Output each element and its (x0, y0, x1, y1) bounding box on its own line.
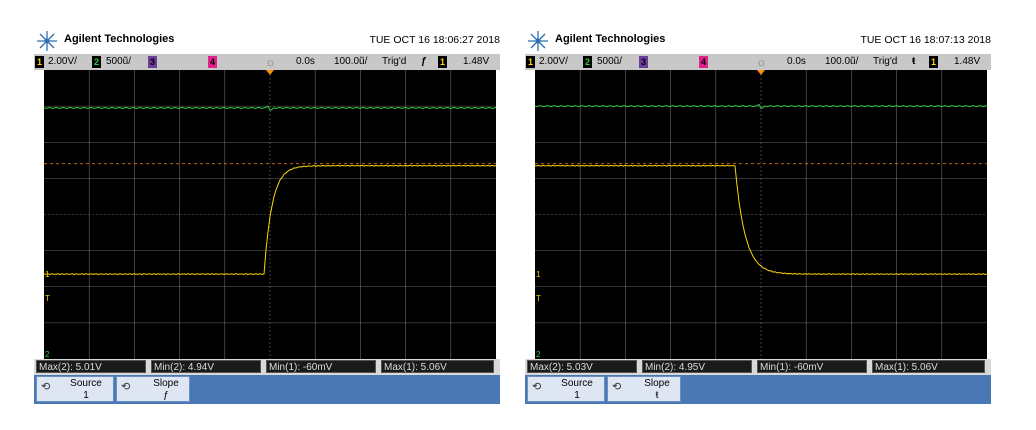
brand-header: Agilent Technologies TUE OCT 16 18:06:27… (34, 28, 500, 54)
channel-2-ground-marker: 2 (536, 350, 541, 359)
channel-2-scale: 500ũ/ (106, 56, 131, 67)
agilent-logo-icon (36, 30, 58, 52)
channel-4-badge[interactable]: 4 (699, 56, 708, 68)
oscilloscope-capture-1: Agilent Technologies TUE OCT 16 18:06:27… (34, 28, 500, 404)
source-softkey[interactable]: ⟲ Source 1 (527, 376, 605, 402)
channel-1-badge[interactable]: 1 (526, 56, 535, 68)
measurement-min-ch2: Min(2): 4.95V (642, 360, 752, 373)
measurement-max-ch1: Max(1): 5.06V (872, 360, 985, 373)
source-softkey[interactable]: ⟲ Source 1 (36, 376, 114, 402)
oscilloscope-capture-2: Agilent Technologies TUE OCT 16 18:07:13… (525, 28, 991, 404)
channel-2-scale: 500ũ/ (597, 56, 622, 67)
trigger-status: Trig'd (873, 56, 897, 67)
measurement-max-ch1: Max(1): 5.06V (381, 360, 494, 373)
sun-run-icon: ☼ (756, 55, 767, 69)
channel-1-badge[interactable]: 1 (35, 56, 44, 68)
channel-1-ground-marker: 1 (536, 270, 541, 279)
trigger-status: Trig'd (382, 56, 406, 67)
trigger-level: 1.48V (463, 56, 489, 67)
trigger-source-badge: 1 (929, 56, 938, 68)
slope-label: Slope (626, 378, 688, 389)
time-scale: 100.0ũ/ (334, 56, 367, 67)
trigger-level-marker: T (45, 294, 50, 303)
waveform-display[interactable]: T 1 2 (44, 70, 496, 359)
brand-header: Agilent Technologies TUE OCT 16 18:07:13… (525, 28, 991, 54)
measurement-min-ch2: Min(2): 4.94V (151, 360, 261, 373)
channel-1-scale: 2.00V/ (539, 56, 568, 67)
slope-softkey[interactable]: ⟲ Slope ƒ (116, 376, 190, 402)
capture-datetime: TUE OCT 16 18:06:27 2018 (369, 34, 500, 46)
waveform-svg: T 1 2 (44, 70, 496, 359)
source-value: 1 (546, 390, 608, 401)
measurement-min-ch1: Min(1): -60mV (757, 360, 867, 373)
trigger-source-badge: 1 (438, 56, 447, 68)
source-value: 1 (55, 390, 117, 401)
sun-run-icon: ☼ (265, 55, 276, 69)
channel-2-badge[interactable]: 2 (92, 56, 101, 68)
channel-1-ground-marker: 1 (45, 270, 50, 279)
slope-softkey[interactable]: ⟲ Slope ŧ (607, 376, 681, 402)
trigger-level-marker: T (536, 294, 541, 303)
softkey-bar: ⟲ Source 1 ⟲ Slope ƒ (34, 375, 500, 404)
capture-datetime: TUE OCT 16 18:07:13 2018 (860, 34, 991, 46)
brand-name: Agilent Technologies (555, 33, 665, 45)
slope-value: ŧ (626, 390, 688, 401)
status-bar: 1 2.00V/ 2 500ũ/ 3 4 ☼ 0.0s 100.0ũ/ Trig… (525, 54, 991, 70)
channel-1-scale: 2.00V/ (48, 56, 77, 67)
trigger-level: 1.48V (954, 56, 980, 67)
rotate-knob-icon: ⟲ (612, 380, 621, 393)
time-delay: 0.0s (296, 56, 315, 67)
source-label: Source (55, 378, 117, 389)
rotate-knob-icon: ⟲ (41, 380, 50, 393)
slope-label: Slope (135, 378, 197, 389)
channel-2-ground-marker: 2 (45, 350, 50, 359)
measurement-max-ch2: Max(2): 5.01V (36, 360, 146, 373)
channel-3-badge[interactable]: 3 (639, 56, 648, 68)
trigger-slope-icon: ƒ (421, 56, 427, 67)
rotate-knob-icon: ⟲ (121, 380, 130, 393)
trigger-position-marker (266, 70, 274, 75)
trigger-slope-icon: ŧ (912, 56, 915, 67)
channel-4-badge[interactable]: 4 (208, 56, 217, 68)
waveform-svg: T 1 2 (535, 70, 987, 359)
brand-name: Agilent Technologies (64, 33, 174, 45)
source-label: Source (546, 378, 608, 389)
time-delay: 0.0s (787, 56, 806, 67)
softkey-bar: ⟲ Source 1 ⟲ Slope ŧ (525, 375, 991, 404)
measurement-min-ch1: Min(1): -60mV (266, 360, 376, 373)
trigger-position-marker (757, 70, 765, 75)
agilent-logo-icon (527, 30, 549, 52)
channel-2-badge[interactable]: 2 (583, 56, 592, 68)
status-bar: 1 2.00V/ 2 500ũ/ 3 4 ☼ 0.0s 100.0ũ/ Trig… (34, 54, 500, 70)
slope-value: ƒ (135, 390, 197, 401)
measurement-bar: Max(2): 5.03V Min(2): 4.95V Min(1): -60m… (525, 359, 991, 375)
measurement-max-ch2: Max(2): 5.03V (527, 360, 637, 373)
time-scale: 100.0ũ/ (825, 56, 858, 67)
measurement-bar: Max(2): 5.01V Min(2): 4.94V Min(1): -60m… (34, 359, 500, 375)
channel-3-badge[interactable]: 3 (148, 56, 157, 68)
waveform-display[interactable]: T 1 2 (535, 70, 987, 359)
rotate-knob-icon: ⟲ (532, 380, 541, 393)
